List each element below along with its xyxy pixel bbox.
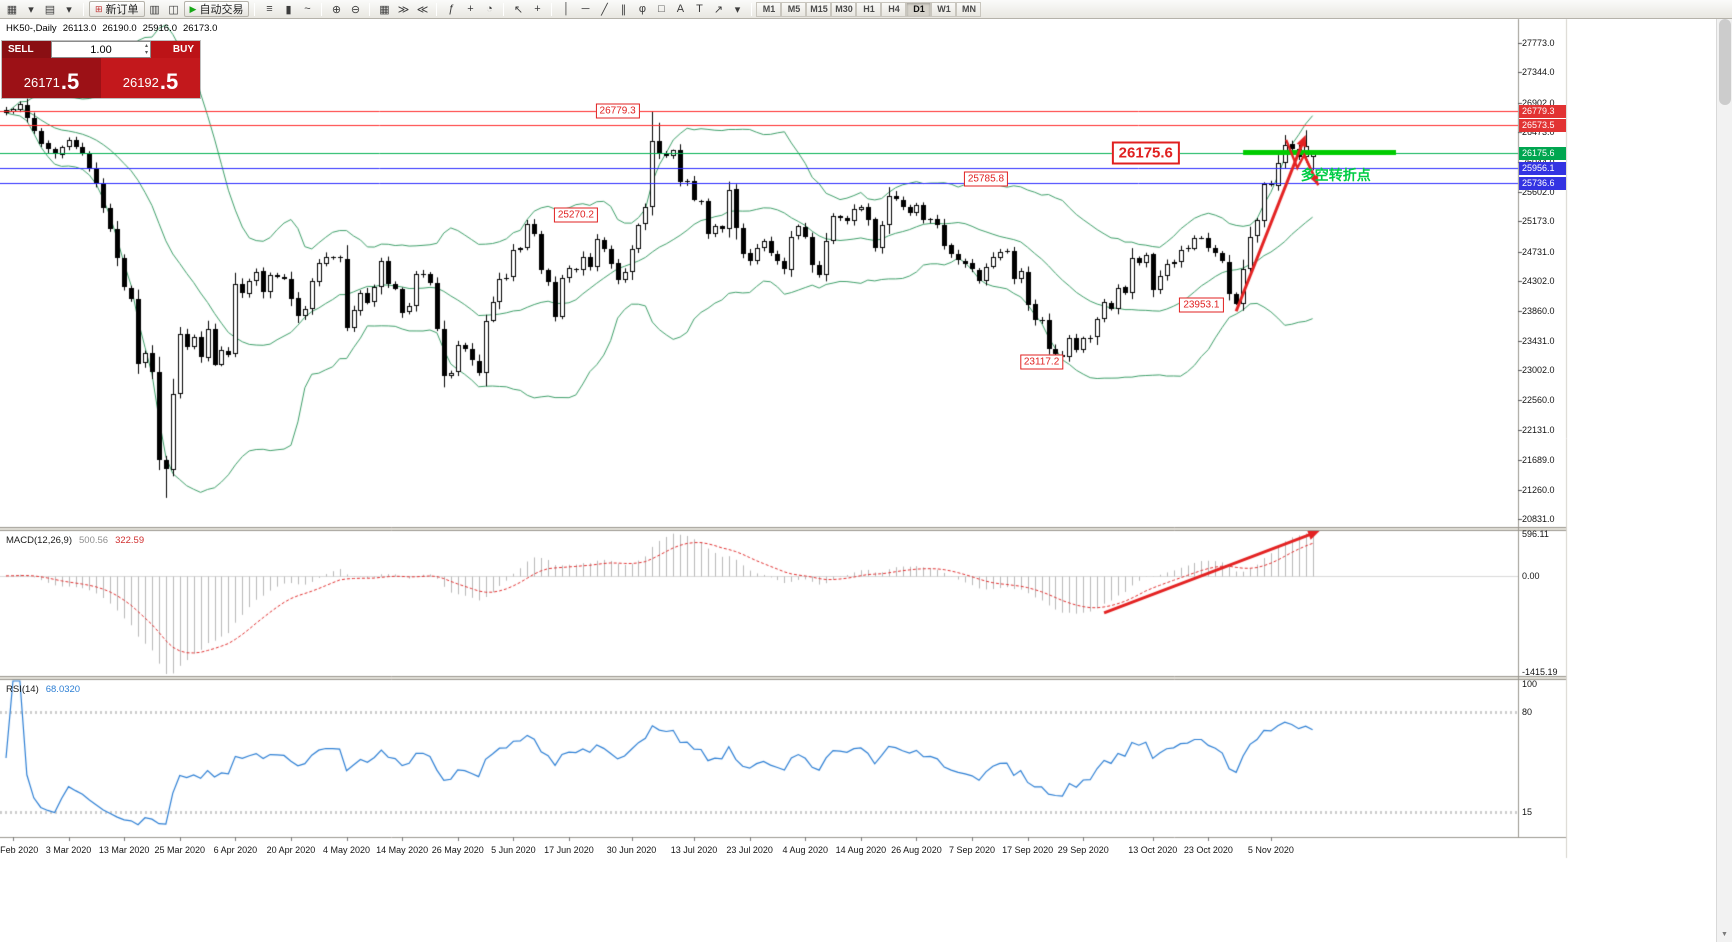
- timeframe-h4[interactable]: H4: [881, 1, 907, 17]
- sell-price[interactable]: 26171.5: [2, 58, 101, 98]
- timeframe-m15[interactable]: M15: [806, 1, 832, 17]
- macd-signal-value: 322.59: [115, 535, 145, 546]
- buy-price-main: 26192: [122, 75, 159, 90]
- channel-icon[interactable]: ∥: [620, 3, 627, 16]
- toolbar-separator: [321, 2, 323, 16]
- timeframe-h1[interactable]: H1: [856, 1, 882, 17]
- ohlc-low: 25916.0: [142, 23, 178, 34]
- toolbar-separator: [436, 2, 438, 16]
- timeframe-mn[interactable]: MN: [956, 1, 982, 17]
- timeframe-w1[interactable]: W1: [931, 1, 957, 17]
- ohlc-close: 26173.0: [183, 23, 218, 34]
- new-order-button[interactable]: ⊞ 新订单: [89, 1, 145, 17]
- toolbar-separator: [83, 2, 84, 16]
- rsi-value: 68.0320: [45, 684, 81, 695]
- sell-button[interactable]: SELL: [2, 41, 51, 58]
- volume-down-icon[interactable]: ▾: [144, 50, 148, 56]
- new-order-button-icon: ⊞: [95, 3, 103, 14]
- toolbar-separator: [503, 2, 505, 16]
- main-toolbar: ▦ ▾ ▤ ▾ ⊞ 新订单 ▥ ◫ ▶ 自动交易 ≡ ▮ ~ ⊕ ⊖ ▦ ≫ ≪ ƒ + ◔ ↖ + │ ─ ╱ ∥ φ □ A T ↗ ▾ M1…: [0, 0, 1732, 19]
- shapes-icon[interactable]: □: [658, 3, 665, 15]
- macd-indicator-header: MACD(12,26,9) 500.56 322.59: [6, 535, 144, 546]
- line-chart-icon[interactable]: ~: [304, 3, 311, 15]
- timeframe-m5[interactable]: M5: [781, 1, 807, 17]
- add-indicator-icon[interactable]: +: [467, 3, 474, 15]
- ohlc-high: 26190.0: [102, 23, 137, 34]
- arrow-tool-icon[interactable]: ↗: [713, 3, 724, 16]
- crosshair-icon[interactable]: +: [534, 3, 541, 15]
- horizontal-line-icon[interactable]: ─: [581, 3, 590, 15]
- sell-price-frac: .5: [60, 69, 80, 94]
- bar-chart-icon[interactable]: ≡: [266, 3, 273, 15]
- buy-button[interactable]: BUY: [151, 41, 200, 58]
- toolbar-separator: [751, 2, 753, 16]
- timeframe-d1[interactable]: D1: [906, 1, 932, 17]
- auto-trading-button-icon: ▶: [189, 3, 197, 14]
- tile-windows-icon[interactable]: ▦: [379, 3, 390, 16]
- timeframe-m1[interactable]: M1: [756, 1, 782, 17]
- fibonacci-icon[interactable]: φ: [638, 3, 647, 15]
- zoom-in-icon[interactable]: ⊕: [331, 3, 342, 16]
- volume-spinner: ▴ ▾: [145, 43, 148, 57]
- zoom-out-icon[interactable]: ⊖: [350, 3, 361, 16]
- timeframe-m30[interactable]: M30: [831, 1, 857, 17]
- indicators-icon[interactable]: ƒ: [448, 3, 455, 15]
- buy-price[interactable]: 26192.5: [101, 58, 200, 98]
- profiles-dropdown-icon[interactable]: ▾: [66, 3, 72, 16]
- navigator-icon[interactable]: ◫: [168, 3, 179, 16]
- chart-ohlc-header: HK50-,Daily 26113.0 26190.0 25916.0 2617…: [6, 23, 217, 34]
- auto-scroll-icon[interactable]: ≫: [397, 3, 410, 16]
- vertical-scrollbar[interactable]: ▲ ▼: [1716, 0, 1732, 942]
- chart-symbol-title: HK50-,Daily: [6, 23, 57, 34]
- candlestick-chart-icon[interactable]: ▮: [285, 3, 292, 16]
- sell-price-main: 26171: [23, 75, 60, 90]
- rsi-title: RSI(14): [6, 684, 39, 695]
- arrow-dropdown-icon[interactable]: ▾: [734, 3, 741, 16]
- profiles-icon[interactable]: ▤: [44, 3, 56, 16]
- text-icon[interactable]: A: [676, 3, 685, 15]
- toolbar-separator: [551, 2, 553, 16]
- text-label-icon[interactable]: T: [696, 3, 703, 15]
- auto-trading-button[interactable]: ▶ 自动交易: [183, 1, 250, 17]
- volume-value[interactable]: 1.00: [90, 43, 112, 56]
- macd-title: MACD(12,26,9): [6, 535, 72, 546]
- ohlc-open: 26113.0: [62, 23, 97, 34]
- new-chart-icon[interactable]: ▦: [6, 3, 18, 16]
- auto-trading-button-label: 自动交易: [199, 4, 244, 16]
- vertical-line-icon[interactable]: │: [563, 3, 570, 15]
- new-chart-dropdown-icon[interactable]: ▾: [28, 3, 34, 16]
- rsi-indicator-header: RSI(14) 68.0320: [6, 684, 80, 695]
- buy-price-frac: .5: [159, 69, 179, 94]
- scrollbar-thumb[interactable]: [1719, 19, 1731, 105]
- trendline-icon[interactable]: ╱: [601, 3, 608, 16]
- toolbar-separator: [254, 2, 256, 16]
- data-window-icon[interactable]: ▥: [149, 3, 160, 16]
- periods-icon[interactable]: ◔: [486, 3, 493, 15]
- toolbar-separator: [369, 2, 371, 16]
- new-order-button-label: 新订单: [105, 4, 139, 16]
- volume-input[interactable]: 1.00 ▴ ▾: [51, 41, 151, 58]
- volume-up-icon[interactable]: ▴: [144, 43, 148, 49]
- chart-shift-icon[interactable]: ≪: [416, 3, 429, 16]
- cursor-icon[interactable]: ↖: [513, 3, 524, 16]
- macd-main-value: 500.56: [79, 535, 109, 546]
- scroll-down-icon[interactable]: ▼: [1721, 931, 1728, 938]
- one-click-trading-panel: SELL 1.00 ▴ ▾ BUY 26171.5 26192.5: [2, 41, 200, 98]
